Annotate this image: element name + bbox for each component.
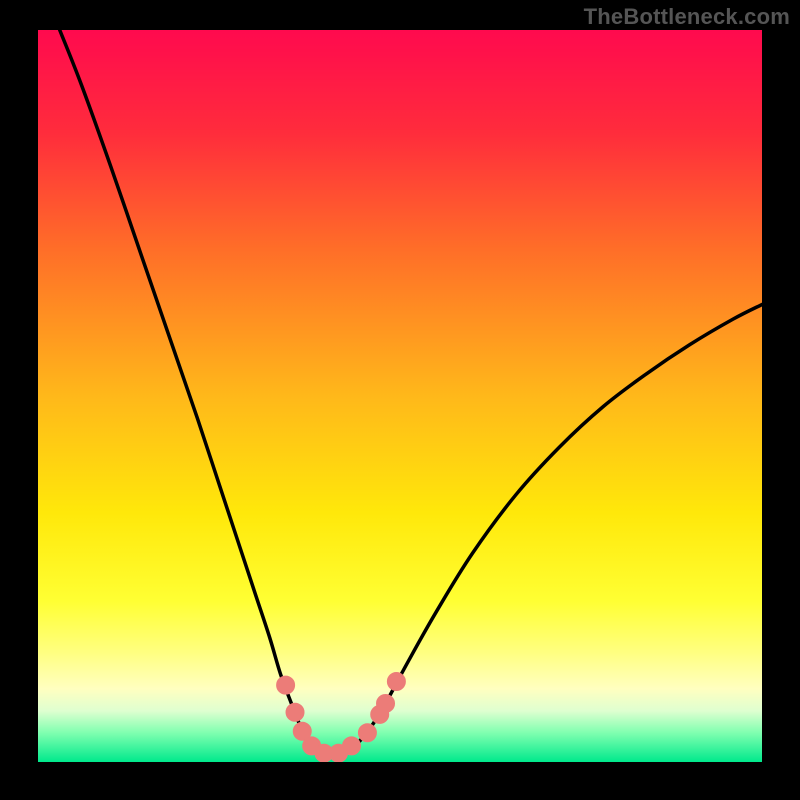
bottleneck-marker bbox=[358, 724, 376, 742]
bottleneck-marker bbox=[387, 672, 405, 690]
chart-gradient-background bbox=[38, 30, 762, 762]
bottleneck-marker bbox=[277, 676, 295, 694]
attribution-label: TheBottleneck.com bbox=[584, 4, 790, 30]
bottleneck-marker bbox=[342, 737, 360, 755]
bottleneck-marker bbox=[286, 703, 304, 721]
bottleneck-marker bbox=[377, 694, 395, 712]
bottleneck-chart bbox=[0, 0, 800, 800]
